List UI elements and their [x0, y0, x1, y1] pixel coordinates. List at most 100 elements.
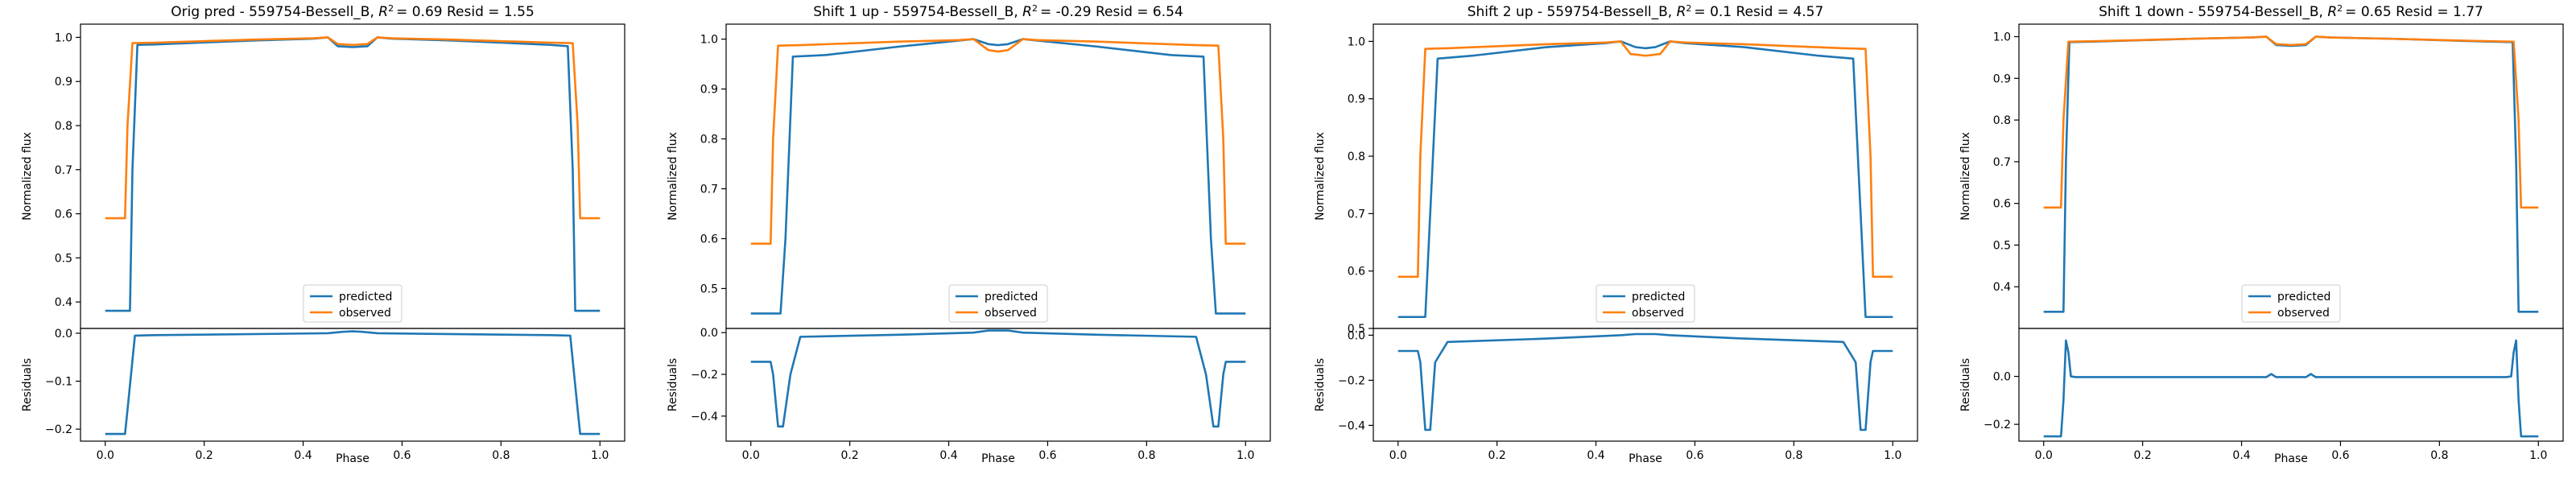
- title-r: R: [378, 4, 388, 20]
- title-prefix: Shift 2 up - 559754-Bessell_B,: [1468, 4, 1677, 20]
- y-tick-label: 1.0: [1993, 31, 2011, 44]
- legend-label-observed: observed: [2277, 307, 2330, 320]
- y-axis-label-bottom: Residuals: [667, 358, 679, 411]
- y-tick-label: 0.7: [55, 164, 72, 177]
- x-tick-label: 0.4: [294, 449, 312, 462]
- title-r2: = 0.1: [1694, 4, 1732, 20]
- series-line-predicted: [1397, 40, 1893, 319]
- y-tick-label: 0.4: [1993, 281, 2011, 294]
- title-prefix: Shift 1 down - 559754-Bessell_B,: [2099, 4, 2327, 20]
- residual-line: [1397, 332, 1893, 431]
- top-axes-frame: [80, 23, 625, 329]
- x-axis-label: Phase: [2274, 452, 2308, 465]
- y-tick-label: −0.2: [691, 369, 718, 382]
- series-line-observed: [1397, 40, 1893, 279]
- title-sup: 2: [388, 3, 394, 14]
- title-r2: = -0.29: [1040, 4, 1092, 20]
- series-line-predicted: [750, 38, 1246, 315]
- title-r2: = 0.65: [2345, 4, 2392, 20]
- residual-line: [105, 330, 601, 436]
- y-tick-label: 0.6: [700, 233, 718, 246]
- y-tick-label: 1.0: [700, 34, 718, 47]
- x-tick-label: 0.0: [742, 449, 760, 462]
- y-axis-label-bottom: Residuals: [1314, 358, 1327, 411]
- x-tick-label: 0.0: [2035, 449, 2053, 462]
- y-axis-label-bottom: Residuals: [1959, 358, 1972, 411]
- y-tick-label: 0.0: [55, 328, 72, 341]
- top-axes-frame: [2018, 23, 2564, 329]
- y-tick-label: 0.0: [1993, 371, 2011, 384]
- title-resid: Resid = 6.54: [1092, 4, 1183, 20]
- panel-1: Orig pred - 559754-Bessell_B, R2 = 0.69 R…: [21, 3, 625, 465]
- title-sup: 2: [2337, 3, 2343, 14]
- x-tick-label: 0.2: [2134, 449, 2152, 462]
- x-tick-label: 1.0: [1236, 449, 1254, 462]
- title-prefix: Shift 1 up - 559754-Bessell_B,: [813, 4, 1022, 20]
- series-line-predicted: [2043, 35, 2539, 313]
- x-tick-label: 0.0: [1389, 449, 1407, 462]
- y-tick-label: 1.0: [55, 31, 72, 44]
- y-axis-label-bottom: Residuals: [21, 358, 34, 411]
- legend-label-observed: observed: [985, 307, 1037, 320]
- panel-4: Shift 1 down - 559754-Bessell_B, R2 = 0.6…: [1959, 3, 2564, 465]
- y-tick-label: 0.5: [55, 252, 72, 265]
- y-tick-label: 0.8: [1348, 151, 1365, 163]
- y-tick-label: 0.4: [55, 296, 72, 309]
- x-tick-label: 0.8: [492, 449, 510, 462]
- y-axis-label-top: Normalized flux: [667, 132, 679, 221]
- y-tick-label: 0.0: [1348, 329, 1365, 342]
- x-tick-label: 0.2: [841, 449, 859, 462]
- title-resid: Resid = 1.55: [443, 4, 535, 20]
- y-axis-label-top: Normalized flux: [1314, 132, 1327, 221]
- title-r: R: [2327, 4, 2337, 20]
- x-tick-label: 0.6: [393, 449, 411, 462]
- title-prefix: Orig pred - 559754-Bessell_B,: [171, 4, 378, 20]
- panel-title: Shift 2 up - 559754-Bessell_B, R2 = 0.1 R…: [1468, 3, 1824, 21]
- title-r: R: [1022, 4, 1032, 20]
- y-tick-label: 0.8: [55, 120, 72, 133]
- legend: predicted observed: [948, 284, 1048, 323]
- x-axis-label: Phase: [981, 452, 1015, 465]
- y-tick-label: 0.6: [1993, 198, 2011, 211]
- x-axis-label: Phase: [1629, 452, 1662, 465]
- x-tick-label: 0.8: [1137, 449, 1155, 462]
- y-tick-label: 0.0: [700, 327, 718, 340]
- y-tick-label: 0.7: [1348, 208, 1365, 221]
- x-tick-label: 0.0: [97, 449, 114, 462]
- series-line-observed: [2043, 35, 2539, 209]
- panel-title: Orig pred - 559754-Bessell_B, R2 = 0.69 R…: [171, 3, 535, 21]
- y-tick-label: 0.9: [700, 84, 718, 97]
- legend-label-observed: observed: [1632, 307, 1684, 320]
- title-r: R: [1677, 4, 1686, 20]
- top-axes-frame: [1373, 23, 1918, 329]
- x-tick-label: 1.0: [591, 449, 609, 462]
- x-tick-label: 0.6: [2331, 449, 2349, 462]
- legend-label-predicted: predicted: [2277, 291, 2330, 303]
- title-sup: 2: [1032, 3, 1038, 14]
- x-tick-label: 0.4: [939, 449, 957, 462]
- residual-line: [750, 329, 1246, 428]
- bottom-axes-frame: [1373, 328, 1918, 442]
- x-tick-label: 0.2: [196, 449, 213, 462]
- y-tick-label: 0.7: [700, 183, 718, 196]
- x-tick-label: 0.6: [1038, 449, 1056, 462]
- legend-label-predicted: predicted: [985, 291, 1038, 303]
- series-line-observed: [750, 38, 1246, 245]
- y-tick-label: 0.8: [1993, 114, 2011, 127]
- residual-line: [2043, 339, 2539, 438]
- x-tick-label: 0.8: [1785, 449, 1802, 462]
- legend-label-predicted: predicted: [1632, 291, 1685, 303]
- title-resid: Resid = 1.77: [2392, 4, 2483, 20]
- x-axis-label: Phase: [336, 452, 369, 465]
- x-tick-label: 0.4: [1587, 449, 1604, 462]
- y-tick-label: 0.5: [700, 283, 718, 295]
- y-tick-label: 0.9: [55, 76, 72, 89]
- x-tick-label: 0.8: [2430, 449, 2448, 462]
- bottom-axes-frame: [725, 328, 1271, 442]
- y-tick-label: 0.5: [1993, 239, 2011, 252]
- y-tick-label: 0.9: [1993, 72, 2011, 85]
- x-tick-label: 0.6: [1686, 449, 1703, 462]
- y-tick-label: 1.0: [1348, 35, 1365, 48]
- panel-title: Shift 1 down - 559754-Bessell_B, R2 = 0.6…: [2099, 3, 2483, 21]
